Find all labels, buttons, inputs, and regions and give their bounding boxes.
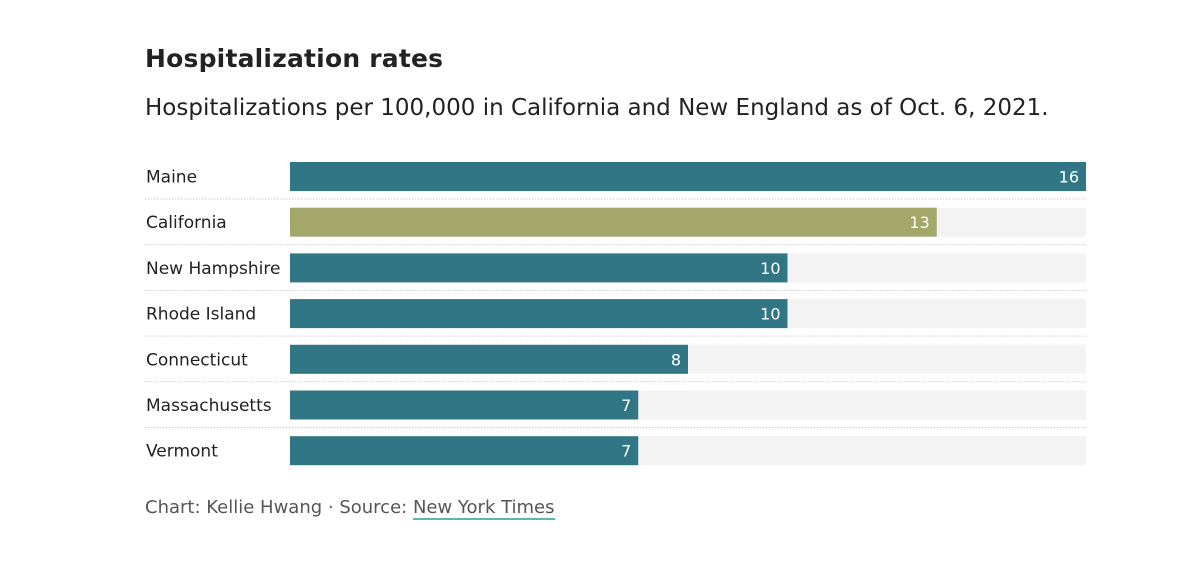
bar (290, 207, 937, 237)
value-label: 16 (1059, 168, 1079, 187)
chart-subtitle: Hospitalizations per 100,000 in Californ… (145, 95, 1049, 121)
bar (290, 162, 1086, 191)
value-label: 10 (760, 259, 780, 278)
bar (290, 344, 688, 374)
value-label: 7 (621, 442, 631, 461)
bar (290, 299, 788, 329)
category-label: Massachusetts (146, 396, 272, 416)
credit-text: Chart: Kellie Hwang · Source: (145, 497, 413, 518)
bar (290, 253, 788, 283)
category-label: New Hampshire (146, 259, 280, 279)
bar (290, 390, 639, 420)
source-link[interactable]: New York Times (412, 497, 555, 520)
category-label: Maine (146, 168, 197, 188)
chart-footer: Chart: Kellie Hwang · Source: New York T… (145, 497, 555, 520)
chart-title: Hospitalization rates (145, 44, 444, 73)
value-label: 13 (909, 213, 929, 232)
value-label: 8 (671, 350, 681, 369)
category-label: California (146, 213, 227, 233)
bar (290, 436, 639, 466)
category-label: Vermont (146, 442, 218, 462)
category-label: Rhode Island (146, 305, 256, 325)
value-label: 10 (760, 305, 780, 324)
category-label: Connecticut (146, 350, 248, 370)
value-label: 7 (621, 396, 631, 415)
